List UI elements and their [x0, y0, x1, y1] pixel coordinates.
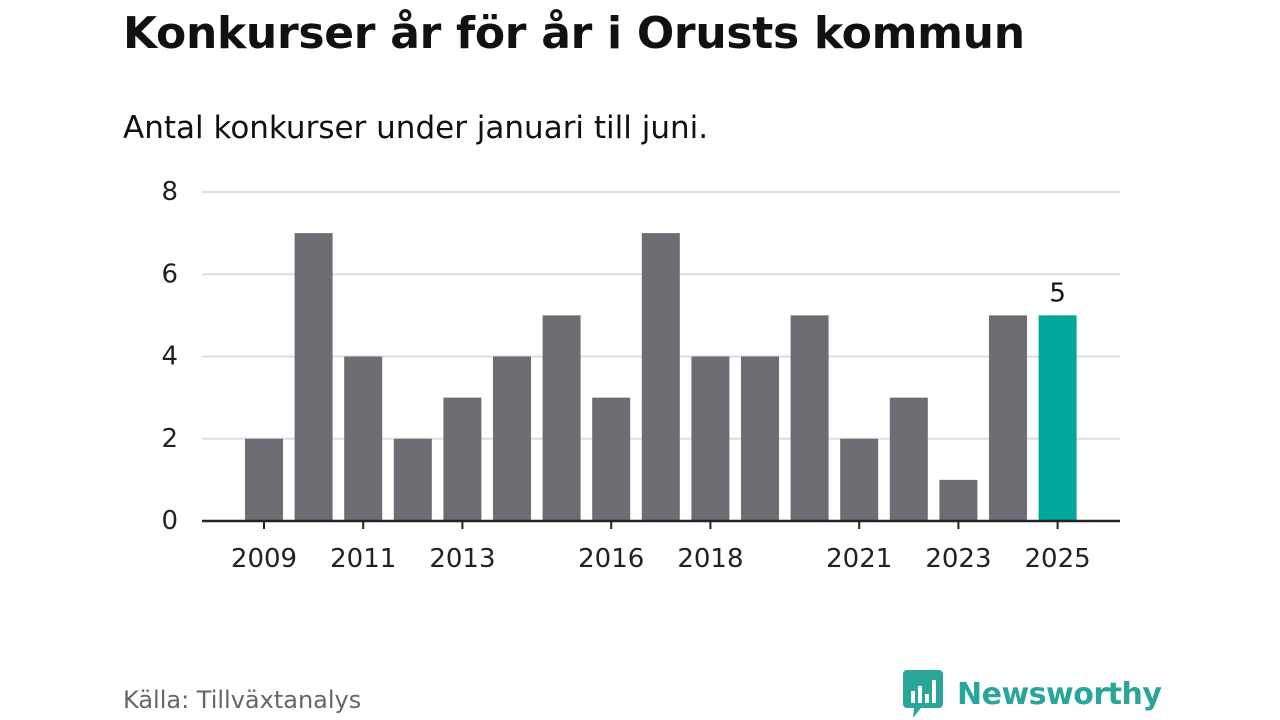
- chart-subtitle: Antal konkurser under januari till juni.: [123, 110, 709, 146]
- x-tick-label: 2025: [1025, 544, 1091, 574]
- brand-name: Newsworthy: [957, 676, 1162, 712]
- x-tick-label: 2023: [925, 544, 991, 574]
- source-label: Källa: Tillväxtanalys: [123, 686, 362, 714]
- y-tick-label: 2: [161, 424, 178, 454]
- bar: [592, 397, 631, 521]
- y-tick-label: 6: [161, 259, 178, 289]
- bar: [493, 356, 531, 521]
- bar: [889, 397, 928, 521]
- y-tick-label: 8: [161, 177, 178, 207]
- y-tick-label: 0: [161, 506, 178, 536]
- newsworthy-chat-bars-icon: [903, 670, 943, 718]
- x-tick-label: 2018: [677, 544, 743, 574]
- bar: [294, 233, 333, 521]
- bar: [344, 356, 383, 521]
- data-label: 5: [1049, 278, 1066, 308]
- bar: [741, 356, 779, 521]
- bar-chart: 0 2 4 6 8 5 2009 2011 2013 2016 2018 2021 2023 2025: [161, 177, 1120, 574]
- x-tick-label: 2011: [330, 544, 396, 574]
- y-tick-label: 4: [161, 342, 178, 372]
- bar: [790, 315, 829, 521]
- bar: [443, 397, 482, 521]
- chart-title: Konkurser år för år i Orusts kommun: [123, 8, 1025, 59]
- bar: [245, 438, 283, 521]
- bar: [542, 315, 581, 521]
- bar: [641, 233, 680, 521]
- bar: [939, 479, 978, 521]
- bar: [393, 438, 432, 521]
- x-tick-label: 2016: [578, 544, 644, 574]
- brand-logo: Newsworthy: [903, 670, 1162, 718]
- bar: [691, 356, 730, 521]
- bar: [840, 438, 879, 521]
- bar-highlight: [1038, 315, 1077, 521]
- bar: [989, 315, 1027, 521]
- x-tick-label: 2021: [826, 544, 892, 574]
- x-tick-label: 2013: [429, 544, 495, 574]
- x-tick-label: 2009: [231, 544, 297, 574]
